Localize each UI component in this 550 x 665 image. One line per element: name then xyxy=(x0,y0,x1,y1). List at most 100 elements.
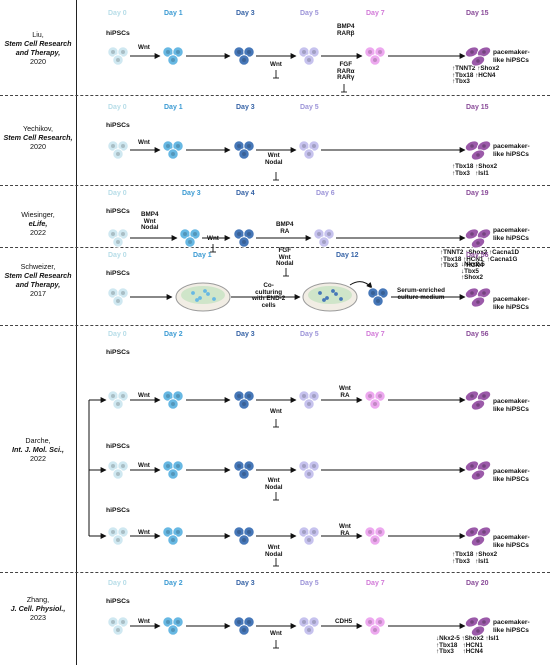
cell-cluster xyxy=(238,534,250,546)
cell-nucleus xyxy=(368,530,372,534)
cell-nucleus xyxy=(121,464,125,468)
cell-nucleus xyxy=(470,50,474,54)
cell-nucleus xyxy=(247,232,251,236)
hipsc-label: hiPSCs xyxy=(106,270,130,277)
cell-cluster xyxy=(238,398,250,410)
cell-nucleus xyxy=(312,464,316,468)
cell-nucleus xyxy=(242,152,246,156)
reference-zhang: Zhang, J. Cell. Physiol., 2023 xyxy=(0,595,76,622)
cell-nucleus xyxy=(121,50,125,54)
day-label: Day 0 xyxy=(108,331,127,338)
pacemaker-cell xyxy=(476,228,492,240)
reference-author: Liu, xyxy=(32,30,44,39)
cell-nucleus xyxy=(378,394,382,398)
day-label: Day 20 xyxy=(466,580,489,587)
culture-medium xyxy=(308,286,352,304)
cell-nucleus xyxy=(111,232,115,236)
cell-nucleus xyxy=(368,394,372,398)
cell-nucleus xyxy=(482,291,486,295)
pacemaker-cell xyxy=(464,287,480,299)
pacemaker-cell xyxy=(476,46,492,58)
cell-nucleus xyxy=(166,620,170,624)
cell-nucleus xyxy=(312,620,316,624)
day-label: Day 2 xyxy=(164,580,183,587)
day-label: Day 0 xyxy=(108,10,127,17)
day-label: Day 7 xyxy=(366,10,385,17)
row-divider xyxy=(0,95,550,96)
cell-nucleus xyxy=(166,530,170,534)
cell-cluster xyxy=(303,534,315,546)
cell-nucleus xyxy=(312,394,316,398)
cell-cluster xyxy=(372,295,384,307)
factor-label: Wnt xyxy=(138,462,150,469)
hipsc-label: hiPSCs xyxy=(106,507,130,514)
cell-cluster xyxy=(318,236,330,248)
cell-cluster xyxy=(117,526,129,538)
row-divider xyxy=(0,185,550,186)
culture-cell xyxy=(191,291,195,295)
cell-nucleus xyxy=(176,530,180,534)
cell-cluster xyxy=(172,526,184,538)
reference-journal: Stem Cell Research and Therapy, xyxy=(4,39,72,57)
cell-nucleus xyxy=(176,620,180,624)
reference-journal: Stem Cell Research and Therapy, xyxy=(4,271,72,289)
cell-cluster xyxy=(112,534,124,546)
day-label: Day 3 xyxy=(236,10,255,17)
cell-nucleus xyxy=(470,464,474,468)
cell-nucleus xyxy=(116,152,120,156)
cell-nucleus xyxy=(237,144,241,148)
cell-nucleus xyxy=(476,59,480,63)
cell-cluster xyxy=(243,228,255,240)
culture-cell xyxy=(198,296,202,300)
reference-schweizer: Schweizer, Stem Cell Research and Therap… xyxy=(0,262,76,298)
inhibitor-label: Wnt xyxy=(270,630,282,637)
inhibitor-label: FGF Wnt Nodal xyxy=(276,247,294,268)
cell-nucleus xyxy=(111,50,115,54)
cell-nucleus xyxy=(111,291,115,295)
cell-nucleus xyxy=(373,402,377,406)
cell-cluster xyxy=(369,398,381,410)
cell-nucleus xyxy=(176,50,180,54)
cell-cluster xyxy=(243,46,255,58)
cell-nucleus xyxy=(307,152,311,156)
cell-cluster xyxy=(238,236,250,248)
marker-list: ↑TNNT2 ↑Shox2 ↑Cacna1D ↑Tbx18 ↑HCN1 ↑Cac… xyxy=(440,249,520,270)
pacemaker-cell xyxy=(476,616,492,628)
factor-label: Wnt RA xyxy=(339,385,351,399)
pacemaker-cell xyxy=(476,390,492,402)
pacemaker-cell xyxy=(470,399,486,411)
cell-nucleus xyxy=(121,232,125,236)
cell-nucleus xyxy=(368,50,372,54)
culture-medium xyxy=(181,286,225,304)
reference-journal: Int. J. Mol. Sci., xyxy=(12,445,64,454)
day-label: Day 15 xyxy=(466,10,489,17)
pacemaker-cell xyxy=(470,149,486,161)
factor-label: Wnt xyxy=(138,44,150,51)
cell-nucleus xyxy=(166,144,170,148)
reference-journal: eLife, xyxy=(28,219,48,228)
cell-nucleus xyxy=(302,620,306,624)
reference-year: 2020 xyxy=(30,142,46,151)
hipsc-label: hiPSCs xyxy=(106,208,130,215)
cell-nucleus xyxy=(171,472,175,476)
cell-cluster xyxy=(117,46,129,58)
day-label: Day 5 xyxy=(300,104,319,111)
outcome-label: pacemaker- like hiPSCs xyxy=(493,398,530,413)
cell-nucleus xyxy=(371,291,375,295)
pacemaker-cell xyxy=(464,140,480,152)
inhibitor-label: FGF RARα RARγ xyxy=(337,61,355,82)
cell-nucleus xyxy=(242,58,246,62)
reference-author: Zhang, xyxy=(26,595,50,604)
row-divider xyxy=(0,247,550,248)
reference-year: 2023 xyxy=(30,613,46,622)
cell-nucleus xyxy=(121,144,125,148)
pacemaker-cell xyxy=(464,526,480,538)
day-label: Day 1 xyxy=(164,104,183,111)
cell-nucleus xyxy=(381,291,385,295)
reference-year: 2017 xyxy=(30,289,46,298)
cell-nucleus xyxy=(470,291,474,295)
cell-nucleus xyxy=(171,402,175,406)
cell-nucleus xyxy=(247,394,251,398)
cell-cluster xyxy=(303,624,315,636)
